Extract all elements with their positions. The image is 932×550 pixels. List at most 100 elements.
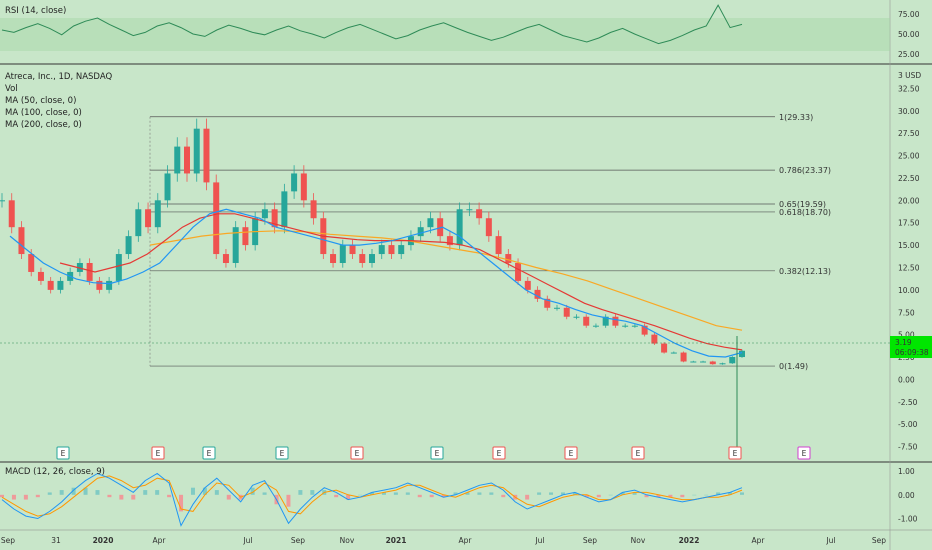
earnings-marker[interactable] (564, 446, 578, 460)
rsi-axis-tick: 50.00 (898, 30, 920, 39)
macd-histogram-bar (131, 494, 136, 500)
macd-histogram-bar (429, 494, 434, 498)
price-axis-tick: 10.00 (898, 286, 920, 295)
rsi-line (1, 4, 743, 45)
macd-pane[interactable] (0, 472, 744, 527)
earnings-marker[interactable] (275, 446, 289, 460)
macd-histogram-bar (0, 494, 4, 498)
candle-body (485, 218, 492, 237)
macd-histogram-bar (119, 494, 124, 500)
rsi-legend[interactable]: RSI (14, close) (5, 6, 66, 16)
fibonacci-retracement[interactable]: 1(29.33) 0.786(23.37) 0.65(19.59)0.618(18.… (149, 113, 831, 371)
candle-body (339, 245, 346, 263)
macd-histogram-bar (167, 494, 172, 498)
chart-title[interactable]: Atreca, Inc., 1D, NASDAQ (5, 72, 112, 82)
candle-body (476, 209, 483, 219)
earnings-marker-label: E (733, 449, 738, 458)
earnings-marker-label: E (802, 449, 807, 458)
moving-averages[interactable] (9, 208, 743, 358)
rsi-pane[interactable] (1, 4, 743, 45)
earnings-marker[interactable] (492, 446, 506, 460)
macd-histogram-bar (59, 490, 64, 495)
price-badge (890, 336, 932, 358)
macd-histogram-bar (370, 492, 374, 495)
earnings-marker-label: E (61, 449, 66, 458)
price-badge-value: 3.19 (895, 338, 912, 347)
candle-body (583, 316, 590, 326)
indicator-vol[interactable]: Vol (5, 84, 18, 94)
time-axis-tick: Sep (583, 536, 597, 545)
macd-histogram-bar (334, 494, 339, 498)
candle-body (719, 363, 726, 365)
indicator-ma200[interactable]: MA (200, close, 0) (5, 120, 82, 130)
candle-body (164, 173, 171, 201)
time-axis-tick: 2021 (386, 536, 407, 545)
macd-histogram-bar (346, 494, 351, 500)
macd-histogram-bar (11, 494, 16, 500)
candle-body (700, 361, 707, 363)
macd-histogram-bar (107, 494, 112, 498)
rsi-axis-tick: 25.00 (898, 50, 920, 59)
candle-body (76, 263, 83, 272)
macd-histogram-bar (441, 494, 446, 498)
macd-histogram-bar (620, 492, 625, 495)
macd-histogram-bar (298, 490, 303, 495)
earnings-marker[interactable] (430, 446, 444, 460)
candle-body (57, 280, 64, 290)
macd-histogram-bar (501, 494, 506, 498)
macd-histogram-bar (584, 494, 589, 498)
indicator-ma50[interactable]: MA (50, close, 0) (5, 96, 76, 106)
candle-body (388, 245, 395, 255)
candle-body (28, 254, 35, 272)
candle-body (154, 200, 161, 228)
macd-histogram-bar (143, 490, 148, 495)
earnings-marker[interactable] (350, 446, 364, 460)
macd-histogram-bar (680, 494, 685, 498)
price-axis-tick: 27.50 (898, 129, 920, 138)
candle-body (641, 325, 648, 335)
candle-body (505, 254, 512, 263)
price-axis-tick: 7.50 (898, 308, 915, 317)
candle-body (369, 254, 375, 263)
fib-level-label: 0.382(12.13) (779, 267, 831, 276)
macd-histogram-bar (608, 494, 613, 496)
axes: 75.00 50.00 25.00 32.50 30.00 27.50 25.00 22.50… (1, 10, 921, 545)
macd-histogram-bar (525, 494, 530, 500)
price-axis-tick: 5.00 (898, 331, 915, 340)
price-axis-tick: -5.00 (898, 420, 918, 429)
earnings-marker[interactable] (631, 446, 645, 460)
macd-histogram-bar (262, 492, 267, 495)
earnings-marker[interactable] (797, 446, 811, 460)
earnings-marker-label: E (156, 449, 161, 458)
time-axis-tick: Sep (291, 536, 305, 545)
macd-histogram-bar (286, 494, 291, 507)
indicator-ma100[interactable]: MA (100, close, 0) (5, 108, 82, 118)
earnings-marker[interactable] (56, 446, 70, 460)
earnings-marker[interactable] (728, 446, 742, 460)
candle-body (544, 298, 551, 308)
time-axis-tick: Jul (242, 536, 252, 545)
fib-level-label: 0.786(23.37) (779, 166, 831, 175)
candle-body (709, 361, 716, 365)
price-axis-tick: 22.50 (898, 174, 920, 183)
macd-histogram-bar (572, 492, 577, 495)
earnings-marker[interactable] (202, 446, 216, 460)
candle-body (437, 218, 444, 237)
price-axis-tick: 0.00 (898, 375, 915, 384)
price-axis-tick: 17.50 (898, 219, 920, 228)
earnings-marker[interactable] (151, 446, 165, 460)
macd-histogram-bar (23, 494, 28, 500)
time-axis-tick: Nov (340, 536, 355, 545)
candle-body (729, 357, 736, 364)
time-axis-tick: Apr (752, 536, 766, 545)
macd-legend[interactable]: MACD (12, 26, close, 9) (5, 467, 105, 477)
candle-body (291, 173, 298, 192)
price-badge-countdown: 06:09:38 (895, 348, 929, 357)
macd-axis-tick: 1.00 (898, 467, 915, 476)
macd-axis-tick: 0.00 (898, 491, 915, 500)
time-axis-tick: Jul (825, 536, 835, 545)
earnings-marker-label: E (435, 449, 440, 458)
ma100-line (59, 213, 743, 351)
